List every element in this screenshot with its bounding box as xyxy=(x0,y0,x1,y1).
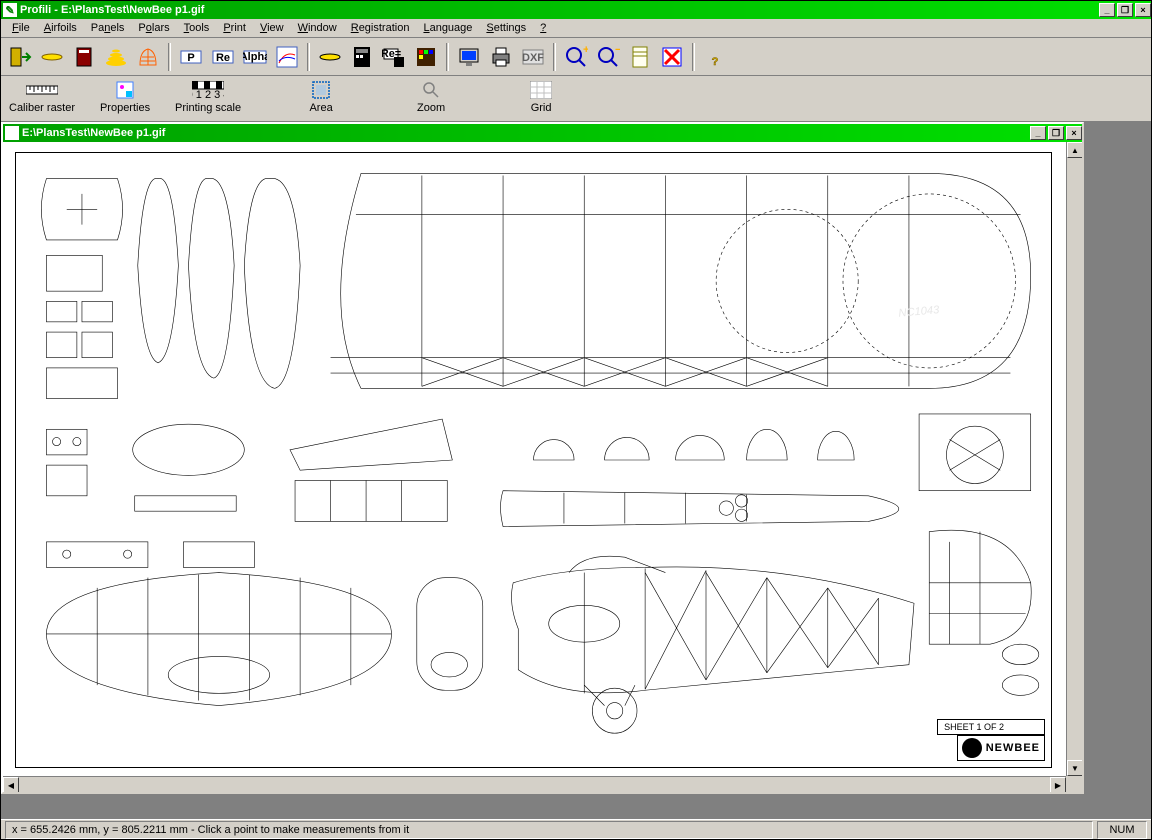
tb2-properties[interactable]: Properties xyxy=(95,80,155,114)
tb-re-calc[interactable]: Re= xyxy=(379,42,409,72)
menu-registration[interactable]: Registration xyxy=(344,20,417,36)
properties-icon xyxy=(109,80,141,100)
scroll-corner xyxy=(1066,776,1082,792)
svg-text:DXF: DXF xyxy=(522,52,544,64)
menu-help[interactable]: ? xyxy=(533,20,553,36)
tb2-label: Caliber raster xyxy=(9,102,75,114)
tb-printer[interactable] xyxy=(486,42,516,72)
child-minimize-button[interactable]: _ xyxy=(1030,126,1046,140)
blueprint-drawing: NC1043 xyxy=(15,152,1052,768)
secondary-toolbar: Caliber raster Properties 0 1 2 3 4 Prin… xyxy=(1,76,1151,122)
tb-exit[interactable] xyxy=(5,42,35,72)
grid-icon xyxy=(525,80,557,100)
tb-monitor[interactable] xyxy=(454,42,484,72)
app-titlebar: ✎ Profili - E:\PlansTest\NewBee p1.gif _… xyxy=(1,1,1151,19)
tb-cancel[interactable] xyxy=(657,42,687,72)
menu-window[interactable]: Window xyxy=(291,20,344,36)
scroll-up-button[interactable]: ▲ xyxy=(1067,142,1082,158)
close-button[interactable]: × xyxy=(1135,3,1151,17)
scale-icon: 0 1 2 3 4 xyxy=(192,80,224,100)
menu-view[interactable]: View xyxy=(253,20,291,36)
maximize-button[interactable]: ❐ xyxy=(1117,3,1133,17)
scroll-left-button[interactable]: ◀ xyxy=(3,777,19,792)
menu-settings[interactable]: Settings xyxy=(479,20,533,36)
tb-polar-alpha[interactable]: Alpha xyxy=(240,42,270,72)
vertical-scrollbar[interactable]: ▲ ▼ xyxy=(1066,142,1082,776)
horizontal-scrollbar[interactable]: ◀ ▶ xyxy=(3,776,1066,792)
svg-text:NC1043: NC1043 xyxy=(898,304,941,320)
svg-text:0 1 2 3 4: 0 1 2 3 4 xyxy=(192,89,224,99)
child-icon xyxy=(5,126,19,140)
child-maximize-button[interactable]: ❐ xyxy=(1048,126,1064,140)
tb2-label: Printing scale xyxy=(175,102,241,114)
tb-calc2[interactable] xyxy=(625,42,655,72)
tb-airfoil[interactable] xyxy=(37,42,67,72)
child-window: E:\PlansTest\NewBee p1.gif _ ❐ × xyxy=(1,122,1084,794)
minimize-button[interactable]: _ xyxy=(1099,3,1115,17)
tb-ribs[interactable] xyxy=(133,42,163,72)
tb2-label: Zoom xyxy=(417,102,445,114)
main-toolbar: P Re Alpha Re= DXF + − ? xyxy=(1,38,1151,76)
tb-polar-p[interactable]: P xyxy=(176,42,206,72)
svg-text:Re: Re xyxy=(216,52,230,64)
scroll-right-button[interactable]: ▶ xyxy=(1050,777,1066,792)
tb-polar-graph[interactable] xyxy=(272,42,302,72)
tb-book[interactable] xyxy=(69,42,99,72)
svg-text:−: − xyxy=(615,45,620,56)
tb2-label: Area xyxy=(309,102,332,114)
tb-zoom-in[interactable]: + xyxy=(561,42,591,72)
tb2-area[interactable]: Area xyxy=(291,80,351,114)
menu-panels[interactable]: Panels xyxy=(84,20,132,36)
menu-file[interactable]: File xyxy=(5,20,37,36)
sheet-label: SHEET 1 OF 2 xyxy=(937,719,1045,735)
child-content[interactable]: NC1043 xyxy=(3,142,1082,792)
zoom-icon xyxy=(415,80,447,100)
ruler-icon xyxy=(26,80,58,100)
child-titlebar: E:\PlansTest\NewBee p1.gif _ ❐ × xyxy=(3,124,1082,142)
tb2-printing-scale[interactable]: 0 1 2 3 4 Printing scale xyxy=(175,80,241,114)
child-title: E:\PlansTest\NewBee p1.gif xyxy=(22,127,1028,139)
scroll-down-button[interactable]: ▼ xyxy=(1067,760,1082,776)
bee-icon xyxy=(962,738,982,758)
tb-dxf[interactable]: DXF xyxy=(518,42,548,72)
tb-calc[interactable] xyxy=(347,42,377,72)
tb2-label: Grid xyxy=(531,102,552,114)
tb2-zoom[interactable]: Zoom xyxy=(401,80,461,114)
status-text: x = 655.2426 mm, y = 805.2211 mm - Click… xyxy=(5,821,1093,839)
menubar: File Airfoils Panels Polars Tools Print … xyxy=(1,19,1151,38)
svg-text:?: ? xyxy=(712,56,719,68)
menu-tools[interactable]: Tools xyxy=(177,20,217,36)
tb-help[interactable]: ? xyxy=(700,42,730,72)
svg-text:+: + xyxy=(583,45,588,56)
tb2-label: Properties xyxy=(100,102,150,114)
tb-polar-re[interactable]: Re xyxy=(208,42,238,72)
child-close-button[interactable]: × xyxy=(1066,126,1082,140)
menu-airfoils[interactable]: Airfoils xyxy=(37,20,84,36)
plan-name-label: NEWBEE xyxy=(957,735,1045,761)
menu-print[interactable]: Print xyxy=(216,20,253,36)
tb-stack[interactable] xyxy=(101,42,131,72)
app-icon: ✎ xyxy=(3,3,17,17)
tb-zoom-out[interactable]: − xyxy=(593,42,623,72)
statusbar: x = 655.2426 mm, y = 805.2211 mm - Click… xyxy=(1,819,1151,839)
svg-text:P: P xyxy=(187,52,194,64)
status-num: NUM xyxy=(1097,821,1147,839)
tb2-grid[interactable]: Grid xyxy=(511,80,571,114)
tb2-caliber-raster[interactable]: Caliber raster xyxy=(9,80,75,114)
menu-polars[interactable]: Polars xyxy=(131,20,176,36)
app-title: Profili - E:\PlansTest\NewBee p1.gif xyxy=(20,4,1097,16)
area-icon xyxy=(305,80,337,100)
menu-language[interactable]: Language xyxy=(416,20,479,36)
tb-airfoil-outline[interactable] xyxy=(315,42,345,72)
mdi-client-area: E:\PlansTest\NewBee p1.gif _ ❐ × xyxy=(1,122,1151,819)
svg-text:Alpha: Alpha xyxy=(243,51,267,63)
tb-palette[interactable] xyxy=(411,42,441,72)
